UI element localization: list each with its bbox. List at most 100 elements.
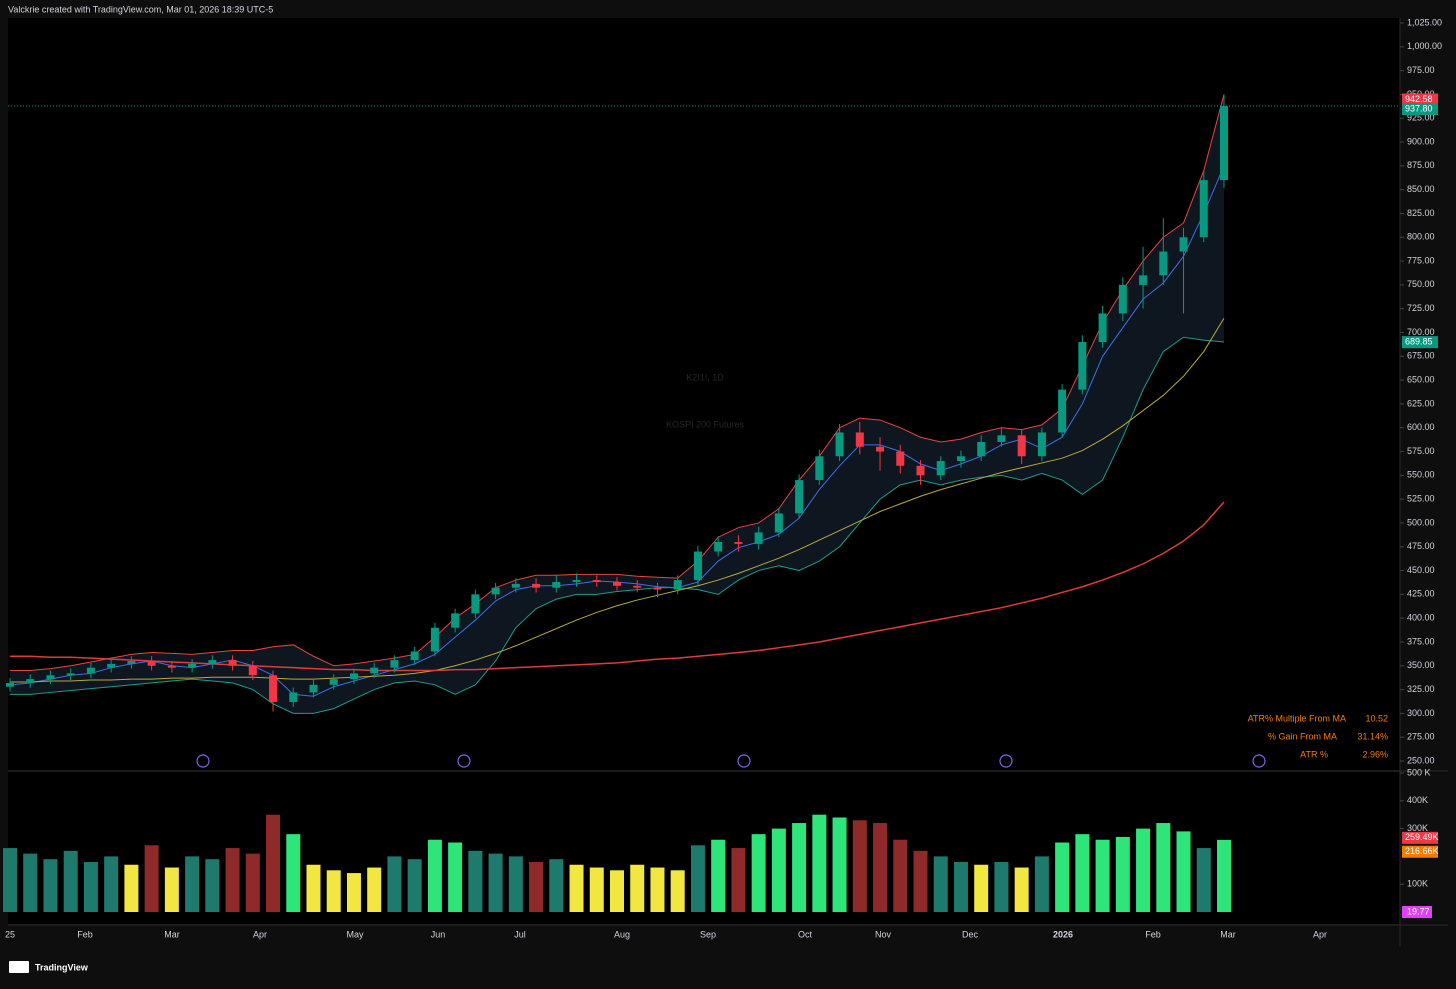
volume-bar xyxy=(650,867,665,912)
candle-body xyxy=(572,580,581,582)
watermark-symbol: K2I1!, 1D xyxy=(686,372,724,382)
candle xyxy=(795,474,804,519)
volume-bar xyxy=(144,845,159,912)
volume-bar xyxy=(589,867,604,912)
volume-bar xyxy=(711,839,726,912)
candle xyxy=(390,655,399,673)
volume-badge-label: 259.49K xyxy=(1405,832,1439,842)
candle xyxy=(592,575,601,587)
event-icon[interactable] xyxy=(1252,754,1266,768)
candle-body xyxy=(451,613,460,628)
volume-bar xyxy=(306,864,321,912)
candle-body xyxy=(370,667,379,674)
candle-body xyxy=(1199,180,1208,238)
candle xyxy=(329,674,338,690)
candle xyxy=(248,661,257,681)
candle-body xyxy=(774,513,783,533)
event-icon[interactable] xyxy=(196,754,210,768)
volume-bar xyxy=(225,848,240,912)
candle xyxy=(1199,170,1208,243)
price-badge-label: 937.80 xyxy=(1405,103,1433,113)
candle-body xyxy=(734,541,743,544)
candle xyxy=(167,661,176,673)
candle xyxy=(451,608,460,633)
event-icon[interactable] xyxy=(999,754,1013,768)
y-tick-label: 700.00 xyxy=(1407,327,1435,337)
candle xyxy=(1118,277,1127,322)
candle-body xyxy=(855,432,864,447)
y-tick-label: 775.00 xyxy=(1407,255,1435,265)
candle-body xyxy=(289,692,298,702)
volume-bar xyxy=(1034,856,1049,912)
indicator-line xyxy=(10,317,1225,683)
candle-body xyxy=(1098,313,1107,343)
candle-body xyxy=(208,660,217,664)
watermark-name: KOSPI 200 Futures xyxy=(666,419,745,429)
volume-badge xyxy=(1402,845,1438,858)
x-tick-label: Mar xyxy=(1220,929,1236,939)
candle xyxy=(26,674,35,688)
volume-bar xyxy=(670,870,685,912)
price-pane xyxy=(8,18,1400,770)
candle-body xyxy=(835,432,844,457)
brand: TradingView xyxy=(35,962,89,972)
y-tick-label: 525.00 xyxy=(1407,494,1435,504)
volume-bar xyxy=(933,856,948,912)
y-tick-label: 350.00 xyxy=(1407,660,1435,670)
y-tick-label: 825.00 xyxy=(1407,208,1435,218)
x-tick-label: 2026 xyxy=(1053,929,1073,939)
volume-bar xyxy=(1136,828,1151,912)
volume-bar xyxy=(185,856,200,912)
event-icon[interactable] xyxy=(737,754,751,768)
candle-body xyxy=(349,673,358,680)
candle xyxy=(916,460,925,485)
candle-body xyxy=(1220,106,1228,181)
candle xyxy=(1098,305,1107,348)
candle-body xyxy=(471,594,480,614)
candle xyxy=(714,536,723,557)
candle xyxy=(532,578,541,593)
y-tick-label: 475.00 xyxy=(1407,541,1435,551)
y-tick-label: 875.00 xyxy=(1407,160,1435,170)
x-tick-label: Feb xyxy=(1145,929,1161,939)
stat-value: 2.96% xyxy=(1362,749,1388,759)
indicator-badge xyxy=(1402,906,1432,918)
candle xyxy=(86,662,95,679)
candle-body xyxy=(1058,389,1067,433)
indicator-badge-label: 19.77 xyxy=(1407,906,1430,916)
volume-badge xyxy=(1402,831,1438,844)
candle xyxy=(1017,429,1026,464)
candle-body xyxy=(1037,432,1046,457)
candle-body xyxy=(613,581,621,586)
volume-tick-label: 100K xyxy=(1407,879,1428,889)
volume-bar xyxy=(873,823,888,912)
candle xyxy=(127,656,136,669)
y-tick-label: 600.00 xyxy=(1407,422,1435,432)
volume-bar xyxy=(1196,848,1211,912)
volume-bar xyxy=(63,850,78,912)
volume-badge-label: 216.66K xyxy=(1405,846,1439,856)
x-tick-label: Dec xyxy=(962,929,979,939)
logo: TradingView xyxy=(9,961,89,973)
candle xyxy=(107,659,116,673)
x-tick-label: Jul xyxy=(514,929,526,939)
candle xyxy=(673,575,682,595)
volume-bar xyxy=(346,873,361,912)
candle xyxy=(876,437,885,471)
event-icon[interactable] xyxy=(457,754,471,768)
candle-body xyxy=(552,581,561,588)
volume-bar xyxy=(994,861,1009,912)
candle xyxy=(936,456,945,481)
volume-bar xyxy=(205,859,220,912)
candle xyxy=(147,656,156,671)
candle-body xyxy=(997,435,1006,442)
volume-bar xyxy=(630,864,645,912)
candle-body xyxy=(410,651,419,661)
candle xyxy=(430,622,439,657)
volume-bar xyxy=(913,850,928,912)
volume-bar xyxy=(893,839,908,912)
y-tick-label: 275.00 xyxy=(1407,732,1435,742)
candle xyxy=(835,423,844,462)
candle xyxy=(552,575,561,593)
volume-bar xyxy=(427,839,442,912)
